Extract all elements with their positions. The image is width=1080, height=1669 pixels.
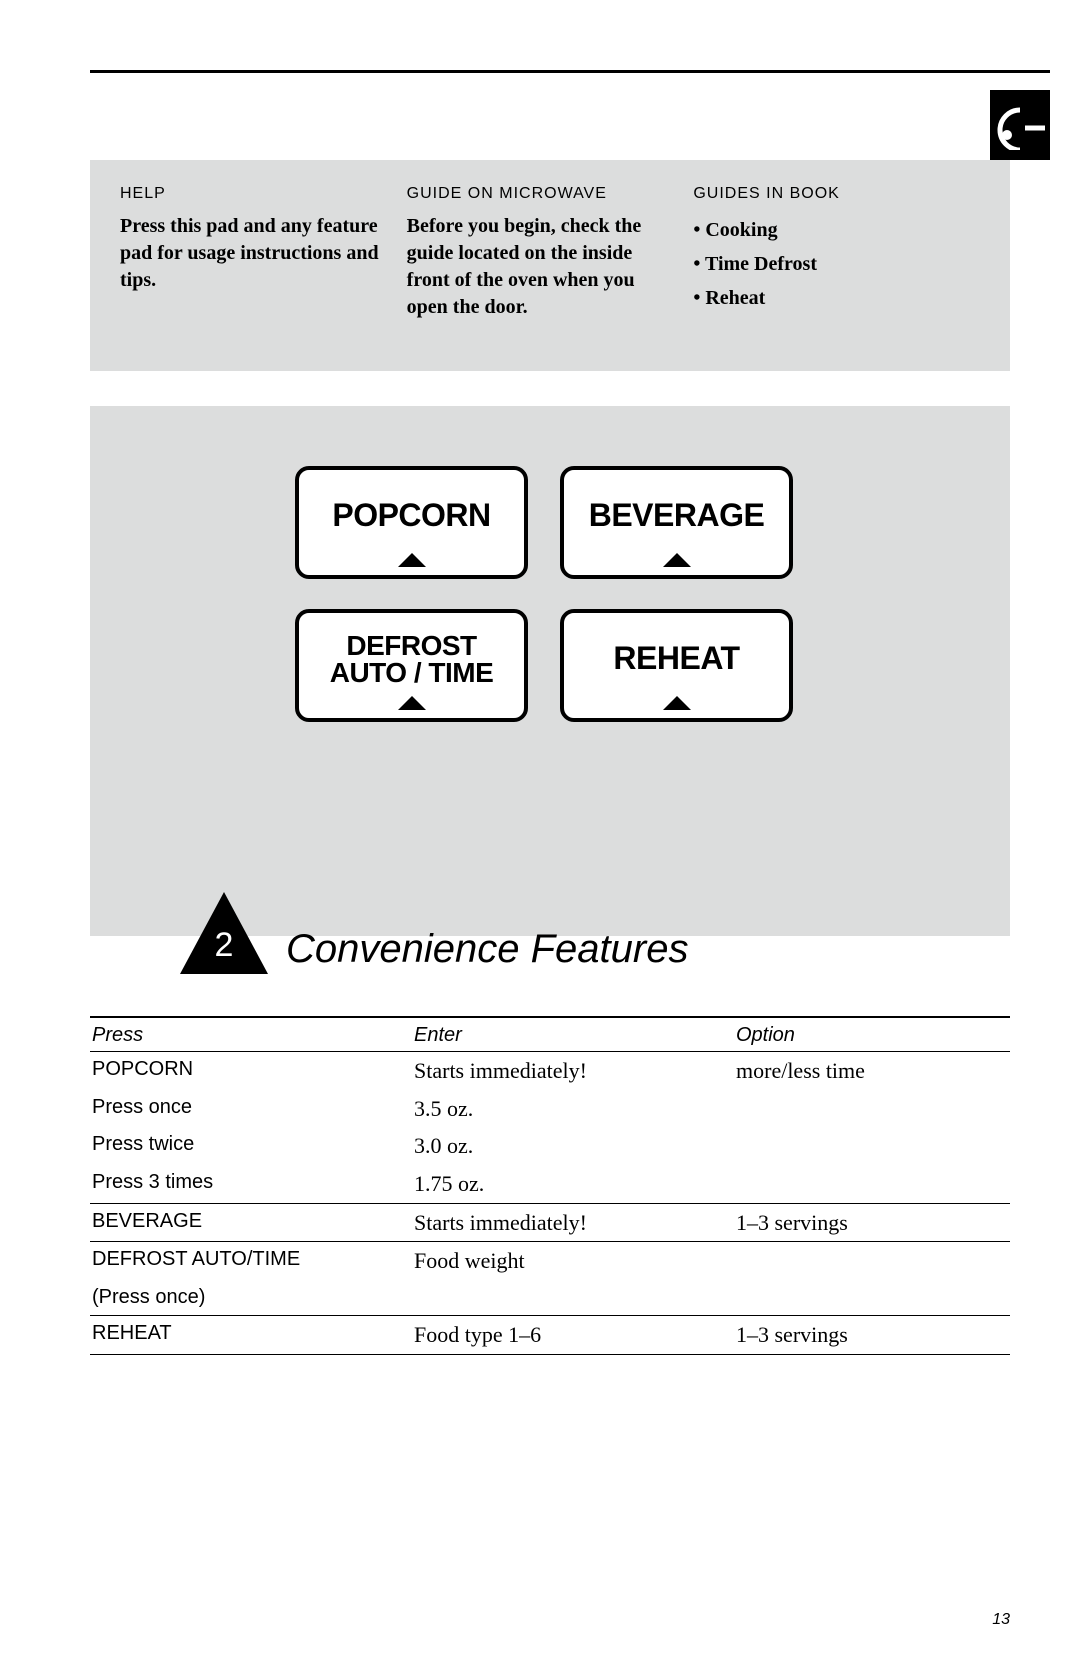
pad-line2: AUTO / TIME [330,657,494,688]
cell-option [734,1242,1010,1280]
cell-press: Press 3 times [90,1165,412,1203]
section-title: Convenience Features [286,927,688,974]
guide-item: Reheat [693,281,960,315]
cell-press: (Press once) [90,1280,412,1316]
pad-label: BEVERAGE [589,499,765,531]
cell-enter: 1.75 oz. [412,1165,734,1203]
cell-option: 1–3 servings [734,1203,1010,1242]
guide-on-title: GUIDE ON MICROWAVE [407,185,674,203]
cell-option [734,1165,1010,1203]
help-box: HELP Press this pad and any feature pad … [90,160,1010,371]
triangle-up-icon [398,696,426,710]
table-header-row: Press Enter Option [90,1017,1010,1052]
col-press: Press [90,1017,412,1052]
cell-enter: 3.0 oz. [412,1127,734,1165]
cell-press: POPCORN [90,1052,412,1090]
cell-press: Press twice [90,1127,412,1165]
cell-option [734,1090,1010,1128]
corner-badge [990,90,1050,160]
table-row: (Press once) [90,1280,1010,1316]
pad-panel: POPCORN BEVERAGE DEFROST AUTO / TIME REH… [90,406,1010,936]
cell-enter: Starts immediately! [412,1052,734,1090]
col-enter: Enter [412,1017,734,1052]
page-number: 13 [992,1611,1010,1629]
table-row: REHEAT Food type 1–6 1–3 servings [90,1316,1010,1355]
pad-label: DEFROST AUTO / TIME [330,633,494,686]
convenience-features-table: Press Enter Option POPCORN Starts immedi… [90,1016,1010,1355]
col-option: Option [734,1017,1010,1052]
defrost-pad[interactable]: DEFROST AUTO / TIME [295,609,528,722]
help-title: HELP [120,185,387,203]
table-body: POPCORN Starts immediately! more/less ti… [90,1052,1010,1355]
section-number: 2 [210,926,238,965]
guides-in-book-title: GUIDES IN BOOK [693,185,960,203]
cell-option: 1–3 servings [734,1316,1010,1355]
cell-option [734,1280,1010,1316]
beverage-pad[interactable]: BEVERAGE [560,466,793,579]
triangle-up-icon [398,553,426,567]
top-rule [90,70,1050,73]
cell-enter: Food weight [412,1242,734,1280]
table-row: Press once 3.5 oz. [90,1090,1010,1128]
help-body: Press this pad and any feature pad for u… [120,213,387,294]
reheat-pad[interactable]: REHEAT [560,609,793,722]
guide-item: Time Defrost [693,247,960,281]
guide-item: Cooking [693,213,960,247]
cell-enter [412,1280,734,1316]
pad-label: REHEAT [613,642,739,674]
section-header: 2 Convenience Features [180,892,688,974]
cell-press: Press once [90,1090,412,1128]
badge-icon [995,100,1045,150]
table-row: Press twice 3.0 oz. [90,1127,1010,1165]
table-row: Press 3 times 1.75 oz. [90,1165,1010,1203]
triangle-up-icon [663,553,691,567]
cell-option: more/less time [734,1052,1010,1090]
help-col-help: HELP Press this pad and any feature pad … [120,185,407,321]
table-row: POPCORN Starts immediately! more/less ti… [90,1052,1010,1090]
guide-on-body: Before you begin, check the guide locate… [407,213,674,321]
manual-page: HELP Press this pad and any feature pad … [0,0,1080,1669]
section-number-triangle: 2 [180,892,268,974]
cell-enter: 3.5 oz. [412,1090,734,1128]
cell-press: BEVERAGE [90,1203,412,1242]
cell-option [734,1127,1010,1165]
pad-grid: POPCORN BEVERAGE DEFROST AUTO / TIME REH… [295,466,785,722]
table-row: DEFROST AUTO/TIME Food weight [90,1242,1010,1280]
guides-list: Cooking Time Defrost Reheat [693,213,960,315]
pad-label: POPCORN [332,499,490,531]
popcorn-pad[interactable]: POPCORN [295,466,528,579]
table-row: BEVERAGE Starts immediately! 1–3 serving… [90,1203,1010,1242]
cell-press: REHEAT [90,1316,412,1355]
cell-enter: Food type 1–6 [412,1316,734,1355]
cell-enter: Starts immediately! [412,1203,734,1242]
triangle-up-icon [663,696,691,710]
help-col-guides-in-book: GUIDES IN BOOK Cooking Time Defrost Rehe… [693,185,980,321]
help-col-guide-on: GUIDE ON MICROWAVE Before you begin, che… [407,185,694,321]
cell-press: DEFROST AUTO/TIME [90,1242,412,1280]
